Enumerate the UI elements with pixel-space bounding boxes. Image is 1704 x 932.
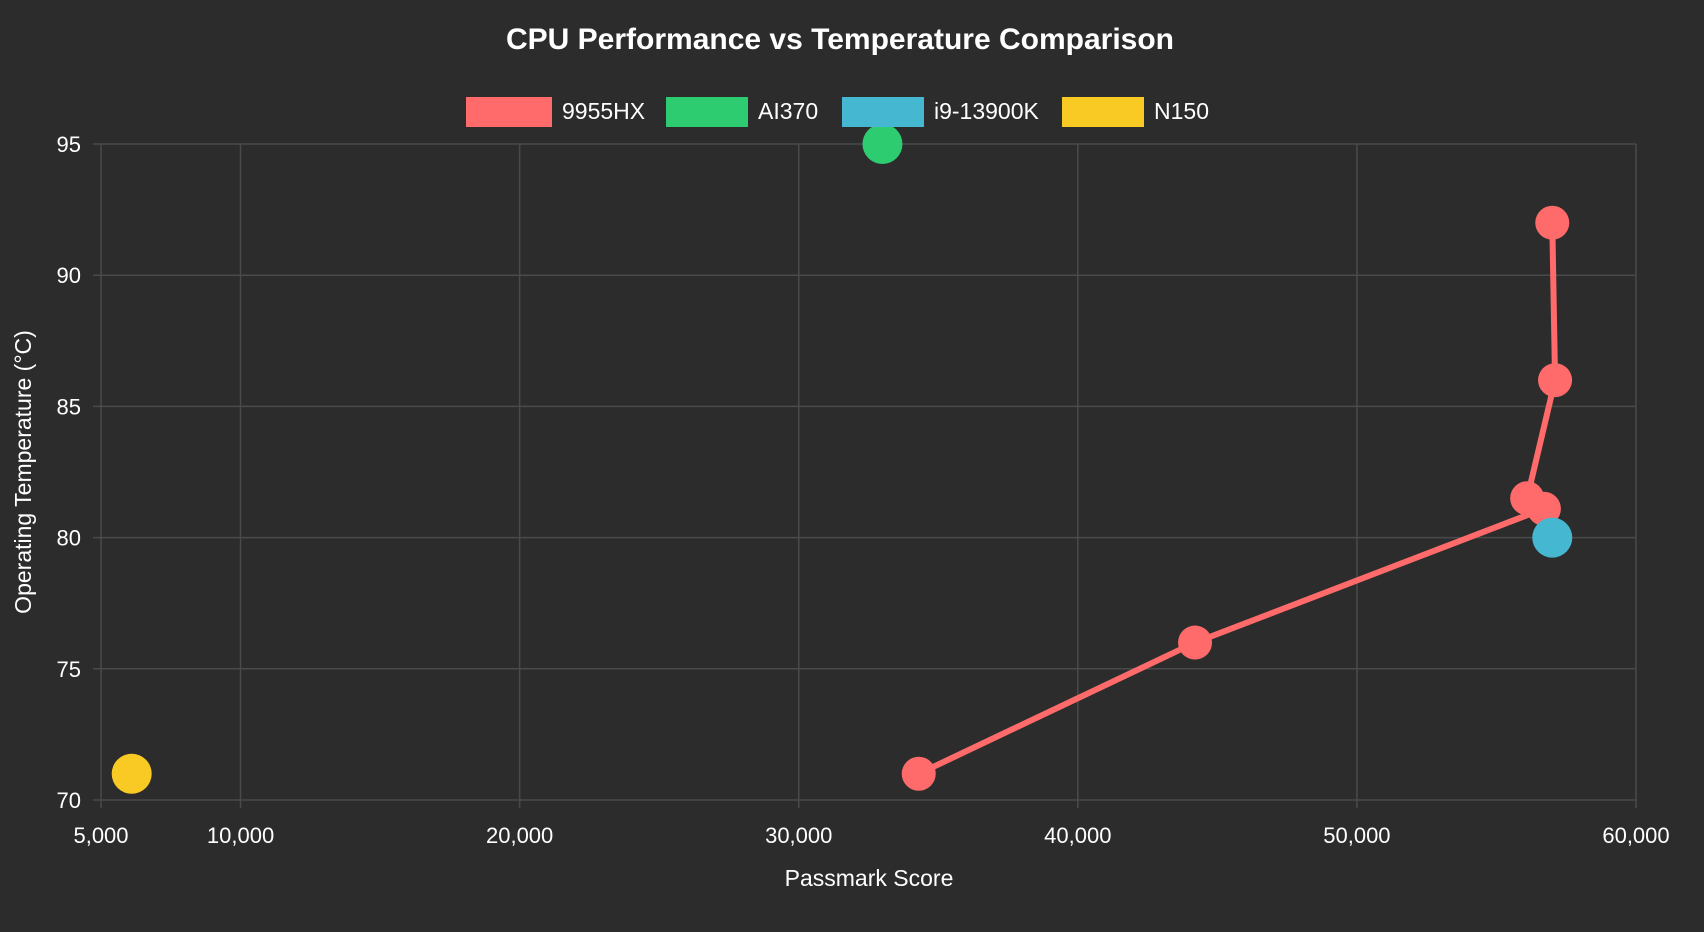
x-tick-label: 5,000 bbox=[73, 823, 128, 848]
legend-item-ai370[interactable]: AI370 bbox=[666, 97, 818, 127]
series-lines bbox=[915, 219, 1559, 777]
data-point-9955hx bbox=[1510, 481, 1545, 516]
y-axis-ticks: 70 75 80 85 90 95 bbox=[57, 132, 81, 813]
legend[interactable]: 9955HX AI370 i9-13900K N150 bbox=[466, 97, 1209, 127]
series-line-9955hx bbox=[915, 219, 1559, 777]
data-point-ai370 bbox=[862, 124, 903, 164]
y-tick-label: 95 bbox=[57, 132, 81, 157]
y-tick-label: 75 bbox=[57, 657, 81, 682]
y-tick-label: 70 bbox=[57, 788, 81, 813]
y-tick-label: 90 bbox=[57, 263, 81, 288]
legend-swatch bbox=[842, 97, 924, 127]
x-axis-title: Passmark Score bbox=[785, 865, 954, 891]
data-point-i9-13900k bbox=[1532, 517, 1573, 558]
x-axis-ticks: 5,000 10,000 20,000 30,000 40,000 50,000 60,00… bbox=[73, 823, 1669, 848]
chart-title: CPU Performance vs Temperature Compariso… bbox=[506, 23, 1174, 56]
data-point-9955hx bbox=[901, 756, 936, 791]
legend-swatch bbox=[466, 97, 552, 127]
y-axis-title: Operating Temperature (°C) bbox=[10, 330, 36, 614]
legend-item-n150[interactable]: N150 bbox=[1062, 97, 1209, 127]
legend-label: 9955HX bbox=[562, 98, 645, 124]
data-points bbox=[111, 124, 1573, 794]
x-tick-label: 30,000 bbox=[765, 823, 832, 848]
legend-swatch bbox=[666, 97, 748, 127]
legend-item-9955hx[interactable]: 9955HX bbox=[466, 97, 645, 127]
y-tick-label: 80 bbox=[57, 526, 81, 551]
x-tick-label: 20,000 bbox=[486, 823, 553, 848]
legend-swatch bbox=[1062, 97, 1144, 127]
x-tick-label: 50,000 bbox=[1323, 823, 1390, 848]
y-tick-label: 85 bbox=[57, 394, 81, 419]
x-tick-label: 40,000 bbox=[1044, 823, 1111, 848]
legend-label: N150 bbox=[1154, 98, 1209, 124]
x-tick-label: 10,000 bbox=[207, 823, 274, 848]
data-point-9955hx bbox=[1535, 205, 1570, 240]
legend-item-i9-13900k[interactable]: i9-13900K bbox=[842, 97, 1040, 127]
x-tick-label: 60,000 bbox=[1602, 823, 1669, 848]
data-point-n150 bbox=[111, 753, 152, 794]
grid bbox=[93, 143, 1637, 808]
data-point-9955hx bbox=[1538, 363, 1573, 398]
legend-label: i9-13900K bbox=[934, 98, 1040, 124]
data-point-9955hx bbox=[1178, 625, 1213, 660]
legend-label: AI370 bbox=[758, 98, 818, 124]
